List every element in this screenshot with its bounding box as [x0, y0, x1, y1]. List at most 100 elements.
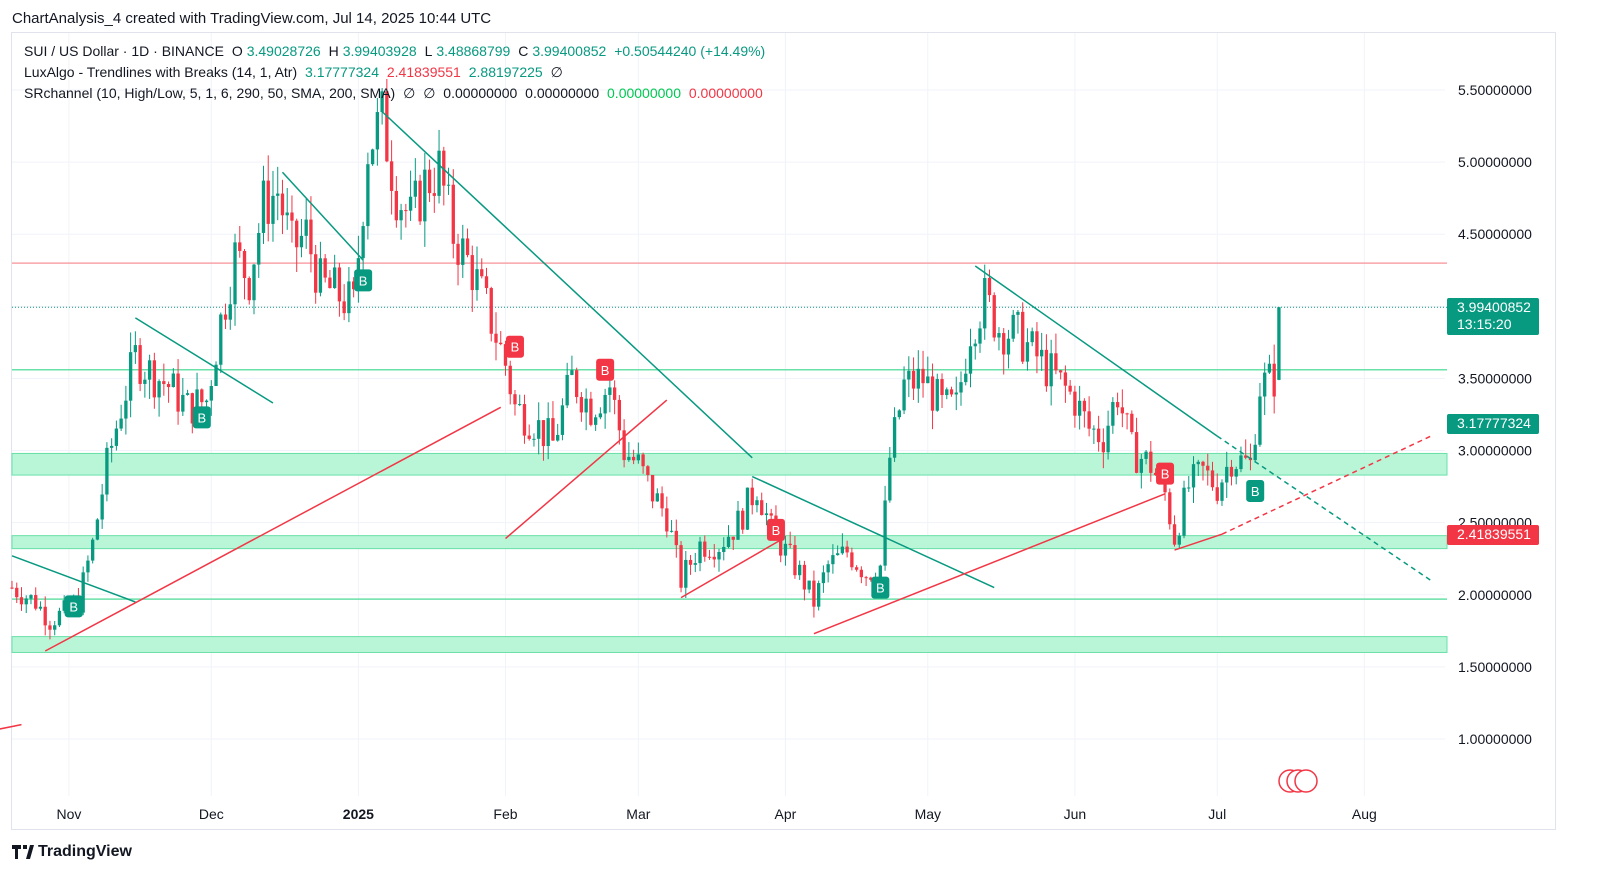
candle-body[interactable] [679, 545, 683, 588]
trendline-resistance[interactable] [381, 111, 753, 459]
candle-body[interactable] [1120, 407, 1124, 414]
candle-body[interactable] [560, 405, 565, 435]
candle-body[interactable] [660, 493, 664, 509]
candle-body[interactable] [736, 510, 740, 540]
candle-body[interactable] [1182, 487, 1186, 536]
candle-body[interactable] [228, 304, 232, 320]
candle-body[interactable] [432, 193, 436, 196]
candle-body[interactable] [219, 314, 223, 365]
candle-body[interactable] [537, 420, 541, 439]
candle-body[interactable] [185, 393, 190, 395]
candle-body[interactable] [442, 150, 446, 186]
candle-body[interactable] [650, 474, 655, 502]
trendline-support[interactable] [44, 406, 502, 652]
candle-body[interactable] [1101, 442, 1106, 453]
break-signal-badge[interactable] [192, 406, 211, 429]
candle-body[interactable] [888, 457, 892, 501]
candle-body[interactable] [859, 569, 864, 578]
candle-body[interactable] [1191, 464, 1196, 488]
candle-body[interactable] [760, 500, 764, 516]
candle-body[interactable] [427, 169, 432, 194]
candle-body[interactable] [603, 394, 607, 414]
candle-body[interactable] [816, 583, 821, 607]
trendline-resistance-projection[interactable] [1216, 435, 1432, 581]
candle-body[interactable] [812, 580, 816, 607]
candle-body[interactable] [731, 536, 735, 540]
candle-body[interactable] [318, 258, 323, 293]
candle-body[interactable] [176, 373, 180, 412]
candle-body[interactable] [1234, 469, 1238, 477]
candle-body[interactable] [461, 238, 465, 265]
luxalgo-indicator-name[interactable]: LuxAlgo - Trendlines with Breaks (14, 1,… [24, 64, 298, 80]
candle-body[interactable] [764, 513, 769, 516]
trendline-support[interactable] [1174, 533, 1223, 551]
candle-body[interactable] [783, 543, 788, 556]
candle-body[interactable] [43, 606, 47, 626]
candle-body[interactable] [1272, 363, 1276, 397]
candle-body[interactable] [1030, 331, 1034, 343]
candle-body[interactable] [147, 360, 152, 380]
candle-body[interactable] [62, 600, 66, 611]
candle-body[interactable] [451, 184, 455, 244]
candle-body[interactable] [446, 184, 451, 186]
candle-body[interactable] [551, 418, 555, 441]
candle-body[interactable] [1153, 472, 1158, 476]
candle-body[interactable] [1277, 307, 1281, 380]
candle-body[interactable] [584, 398, 588, 413]
candle-body[interactable] [902, 379, 906, 411]
candle-body[interactable] [693, 563, 697, 565]
candle-body[interactable] [636, 454, 641, 461]
candle-body[interactable] [612, 387, 617, 400]
candle-body[interactable] [779, 531, 783, 556]
candle-body[interactable] [408, 196, 413, 211]
candle-body[interactable] [470, 255, 474, 291]
candle-body[interactable] [1215, 487, 1219, 501]
trendline-resistance[interactable] [751, 475, 995, 589]
candle-body[interactable] [1144, 451, 1148, 459]
candle-body[interactable] [593, 417, 598, 425]
candle-body[interactable] [1063, 372, 1068, 386]
candle-body[interactable] [598, 413, 603, 418]
candle-body[interactable] [968, 346, 973, 374]
candle-body[interactable] [1106, 425, 1110, 453]
candle-body[interactable] [499, 342, 503, 345]
candle-body[interactable] [252, 264, 256, 301]
break-signal-badge[interactable] [766, 518, 785, 541]
candle-body[interactable] [1253, 444, 1257, 461]
trendline-support[interactable] [813, 493, 1166, 635]
candle-body[interactable] [1115, 402, 1120, 408]
candle-body[interactable] [86, 560, 90, 573]
candle-body[interactable] [1177, 535, 1181, 545]
candle-body[interactable] [480, 269, 484, 277]
candle-body[interactable] [48, 625, 52, 630]
candle-body[interactable] [1225, 466, 1229, 483]
candle-body[interactable] [233, 242, 237, 305]
candle-body[interactable] [109, 445, 114, 448]
candle-body[interactable] [959, 382, 963, 393]
candle-body[interactable] [190, 393, 194, 424]
candle-body[interactable] [807, 580, 811, 590]
candle-body[interactable] [38, 606, 43, 609]
candle-body[interactable] [722, 546, 726, 552]
trendline-resistance[interactable] [134, 317, 274, 404]
candle-body[interactable] [897, 410, 901, 418]
candle-body[interactable] [1096, 428, 1101, 443]
candle-body[interactable] [617, 399, 622, 431]
candle-body[interactable] [347, 281, 351, 314]
candle-body[interactable] [375, 112, 380, 150]
candle-body[interactable] [1134, 432, 1139, 473]
candle-body[interactable] [883, 500, 887, 566]
candle-body[interactable] [1058, 370, 1063, 373]
candle-body[interactable] [1172, 524, 1177, 545]
candle-body[interactable] [1111, 402, 1115, 426]
trendline-resistance[interactable] [281, 171, 364, 261]
candle-body[interactable] [1187, 487, 1191, 489]
economic-event-icon[interactable] [1294, 769, 1318, 793]
candle-body[interactable] [1239, 455, 1243, 470]
candle-body[interactable] [1073, 391, 1077, 416]
candle-body[interactable] [223, 314, 228, 320]
candle-body[interactable] [1125, 413, 1129, 415]
candle-body[interactable] [508, 365, 512, 395]
candle-body[interactable] [394, 190, 399, 221]
candle-body[interactable] [826, 564, 830, 573]
